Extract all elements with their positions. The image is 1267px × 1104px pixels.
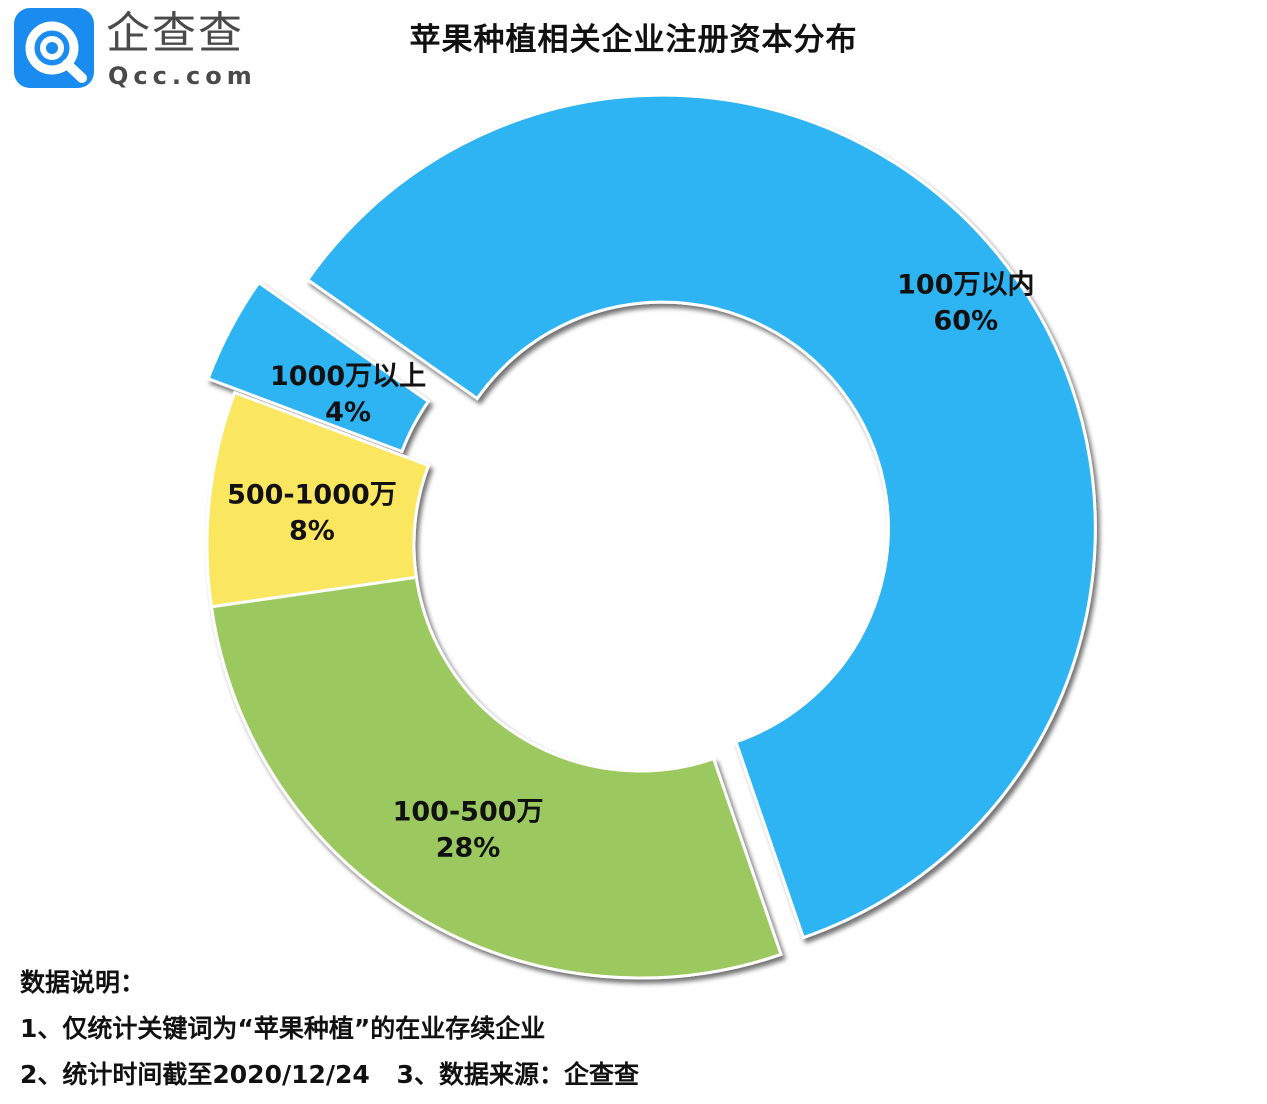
notes-line-3: 3、数据来源：企查查	[396, 1060, 639, 1089]
notes-line-2: 2、统计时间截至2020/12/24	[20, 1060, 370, 1089]
slice-value-3: 8%	[289, 515, 335, 546]
logo: 企查查 Qcc.com	[14, 8, 254, 92]
notes-line-1: 1、仅统计关键词为“苹果种植”的在业存续企业	[20, 1014, 546, 1043]
chart-title: 苹果种植相关企业注册资本分布	[409, 22, 858, 58]
slice-value-4: 4%	[325, 397, 371, 428]
data-notes: 数据说明： 1、仅统计关键词为“苹果种植”的在业存续企业 2、统计时间截至202…	[20, 966, 639, 1104]
slice-2	[209, 575, 783, 980]
slice-label-2: 100-500万	[393, 797, 544, 828]
slice-label-4: 1000万以上	[270, 361, 426, 392]
logo-domain: Qcc.com	[108, 62, 257, 90]
slice-3	[205, 390, 431, 609]
slice-4	[206, 280, 431, 454]
magnifier-q-icon	[14, 8, 94, 88]
slice-value-1: 60%	[934, 305, 999, 336]
slice-label-3: 500-1000万	[227, 479, 397, 510]
notes-heading: 数据说明：	[20, 968, 146, 997]
slice-label-1: 100万以内	[897, 269, 1034, 300]
slice-value-2: 28%	[436, 833, 501, 864]
slice-1	[305, 93, 1097, 940]
logo-name: 企查查	[106, 8, 244, 59]
notes-line-2-3: 2、统计时间截至2020/12/24 3、数据来源：企查查	[20, 1058, 639, 1104]
